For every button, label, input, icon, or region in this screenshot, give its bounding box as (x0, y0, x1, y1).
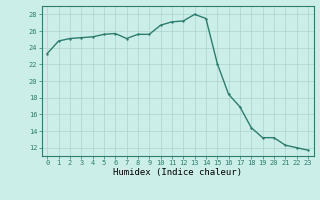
X-axis label: Humidex (Indice chaleur): Humidex (Indice chaleur) (113, 168, 242, 177)
